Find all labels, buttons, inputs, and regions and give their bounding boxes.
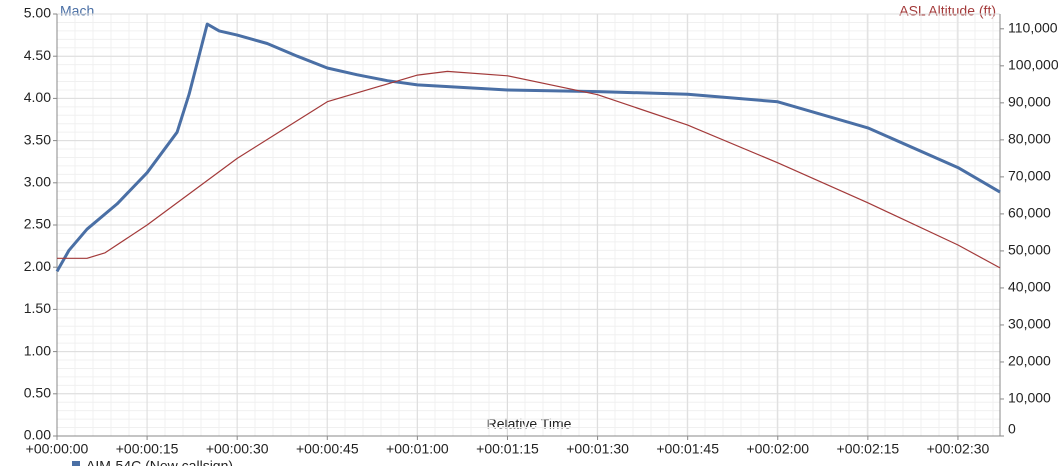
y2-tick-label: 20,000 (1008, 353, 1051, 369)
series-line (57, 70, 1001, 269)
y-tick-label: 0.50 (24, 385, 51, 401)
y2-tick-label: 30,000 (1008, 316, 1051, 332)
y2-tick-label: 80,000 (1008, 131, 1051, 147)
x-tick-label: +00:00:00 (26, 441, 89, 457)
y-tick-label: 3.00 (24, 174, 51, 190)
y2-tick-label: 70,000 (1008, 168, 1051, 184)
x-tick-label: +00:02:00 (746, 441, 809, 457)
x-tick-label: +00:00:15 (116, 441, 179, 457)
y2-tick-label: 10,000 (1008, 390, 1051, 406)
y-tick-label: 5.00 (24, 5, 51, 21)
y2-tick-label: 110,000 (1008, 20, 1058, 36)
x-tick-label: +00:01:30 (566, 441, 629, 457)
x-tick-label: +00:01:15 (476, 441, 539, 457)
y2-tick-label: 60,000 (1008, 205, 1051, 221)
y-tick-label: 0.00 (24, 427, 51, 443)
x-tick-label: +00:02:30 (927, 441, 990, 457)
y2-tick-label: 40,000 (1008, 279, 1051, 295)
legend-swatch (72, 461, 80, 466)
y-tick-label: 2.00 (24, 258, 51, 274)
y-tick-label: 4.50 (24, 47, 51, 63)
y-tick-label: 1.00 (24, 342, 51, 358)
series-line (55, 22, 1001, 273)
y-tick-label: 1.50 (24, 300, 51, 316)
y2-tick-label: 0 (1008, 421, 1016, 437)
legend-label: AIM-54C (New callsign) (86, 458, 233, 466)
y-tick-label: 3.50 (24, 131, 51, 147)
y2-axis-label: ASL Altitude (ft) (899, 3, 996, 19)
x-tick-label: +00:00:30 (206, 441, 269, 457)
y-tick-label: 4.00 (24, 89, 51, 105)
y2-tick-label: 100,000 (1008, 57, 1058, 73)
x-tick-label: +00:00:45 (296, 441, 359, 457)
x-tick-label: +00:01:45 (656, 441, 719, 457)
y-tick-label: 2.50 (24, 216, 51, 232)
y2-tick-label: 50,000 (1008, 242, 1051, 258)
x-axis-label: Relative Time (487, 416, 572, 432)
x-tick-label: +00:02:15 (837, 441, 900, 457)
y2-tick-label: 90,000 (1008, 94, 1051, 110)
x-tick-label: +00:01:00 (386, 441, 449, 457)
y-axis-label: Mach (60, 3, 94, 19)
